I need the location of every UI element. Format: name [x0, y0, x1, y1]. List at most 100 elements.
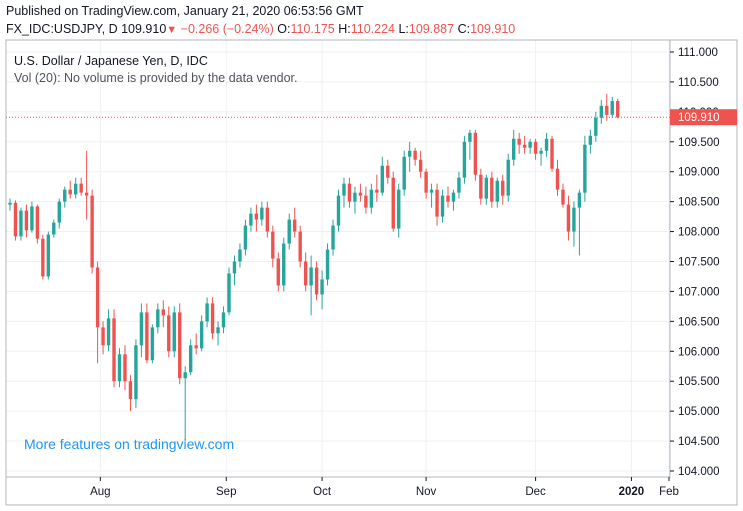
- candle-body: [293, 219, 297, 232]
- candle: [391, 171, 395, 232]
- candle-body: [35, 206, 40, 239]
- candle: [63, 186, 67, 208]
- x-tick-label: Aug: [90, 486, 110, 498]
- candle-body: [550, 138, 554, 169]
- candle-body: [19, 210, 23, 237]
- candle-body: [309, 267, 313, 286]
- candle: [123, 345, 127, 391]
- candle-body: [287, 219, 291, 244]
- candle: [41, 234, 45, 280]
- candle-body: [468, 132, 472, 142]
- candle-body: [199, 321, 204, 349]
- candle-body: [52, 222, 56, 235]
- y-tick-label: 106.000: [678, 346, 720, 358]
- high-value: 110.224: [350, 22, 395, 36]
- candle-body: [380, 165, 384, 193]
- candle-body: [183, 372, 187, 379]
- candle-body: [479, 174, 483, 199]
- candle-body: [353, 192, 357, 202]
- candle: [342, 177, 346, 208]
- candle-body: [188, 345, 193, 373]
- candle-body: [128, 381, 133, 400]
- candle-body: [451, 192, 456, 202]
- candle: [101, 321, 105, 355]
- candle-body: [616, 101, 620, 118]
- candle-body: [495, 180, 499, 202]
- candle: [375, 174, 379, 202]
- candle: [522, 135, 527, 154]
- time-axis[interactable]: Aug Sep Oct Nov Dec 2020 Feb: [90, 477, 679, 498]
- candle-body: [57, 201, 61, 223]
- candle-body: [501, 180, 505, 196]
- candle: [402, 150, 406, 196]
- candle-body: [123, 354, 127, 382]
- candle: [172, 306, 176, 358]
- candle: [24, 204, 29, 238]
- candle: [309, 255, 313, 316]
- candle: [320, 270, 324, 310]
- candle-body: [364, 195, 368, 208]
- candle: [386, 159, 390, 184]
- candle: [462, 135, 467, 184]
- candle-body: [30, 206, 34, 231]
- candle-body: [232, 261, 237, 274]
- candle: [161, 300, 165, 328]
- candle-body: [101, 327, 105, 346]
- x-tick-label: 2020: [619, 486, 645, 498]
- price-axis[interactable]: 111.000110.500110.000109.500109.000108.5…: [670, 47, 737, 478]
- x-tick-label: Sep: [216, 486, 236, 498]
- candle: [84, 150, 89, 220]
- candle: [282, 237, 286, 292]
- candle-body: [74, 183, 78, 195]
- x-tick-label: Oct: [313, 486, 332, 498]
- down-arrow-icon: ▼: [166, 24, 178, 36]
- candle: [561, 183, 565, 208]
- close-value: 109.910: [470, 22, 516, 36]
- candle: [413, 147, 417, 166]
- candle-body: [413, 150, 417, 160]
- candle-body: [210, 303, 215, 334]
- candle: [227, 267, 231, 316]
- candle-body: [369, 189, 374, 208]
- candle: [512, 129, 516, 166]
- candle-body: [386, 165, 390, 178]
- candle: [260, 201, 264, 226]
- last-price: 109.910: [121, 22, 167, 36]
- candle-body: [221, 312, 226, 328]
- candle: [424, 168, 428, 199]
- candle: [145, 303, 149, 364]
- candle: [112, 309, 116, 388]
- watermark-link[interactable]: More features on tradingview.com: [24, 436, 234, 452]
- symbol-quote-line: FX_IDC:USDJPY, D 109.910▼ −0.266 (−0.24%…: [6, 22, 515, 36]
- candle: [550, 135, 554, 172]
- candle-body: [424, 171, 428, 193]
- candle: [74, 177, 78, 199]
- y-tick-label: 104.500: [678, 436, 720, 448]
- candle-body: [331, 225, 335, 250]
- candle: [35, 204, 40, 244]
- candle-body: [298, 231, 302, 262]
- legend-title: U.S. Dollar / Japanese Yen, D, IDC: [14, 54, 208, 68]
- candle: [501, 174, 505, 205]
- open-label: O:: [277, 22, 291, 36]
- candle-body: [46, 234, 51, 277]
- candle: [566, 195, 571, 241]
- y-tick-label: 105.000: [678, 406, 720, 418]
- candle: [468, 129, 472, 160]
- candle-body: [572, 207, 576, 232]
- candle-body: [320, 279, 324, 295]
- candle: [325, 243, 330, 286]
- candle-body: [41, 238, 45, 277]
- candle-body: [391, 177, 395, 229]
- candle: [583, 135, 587, 202]
- candle-body: [462, 141, 467, 178]
- candle: [79, 177, 83, 196]
- candle: [95, 261, 100, 364]
- y-tick-label: 109.500: [678, 137, 720, 149]
- candle-body: [254, 213, 259, 220]
- candle: [52, 219, 56, 238]
- candle-body: [555, 168, 560, 190]
- candle: [46, 231, 51, 280]
- candle-body: [63, 189, 67, 202]
